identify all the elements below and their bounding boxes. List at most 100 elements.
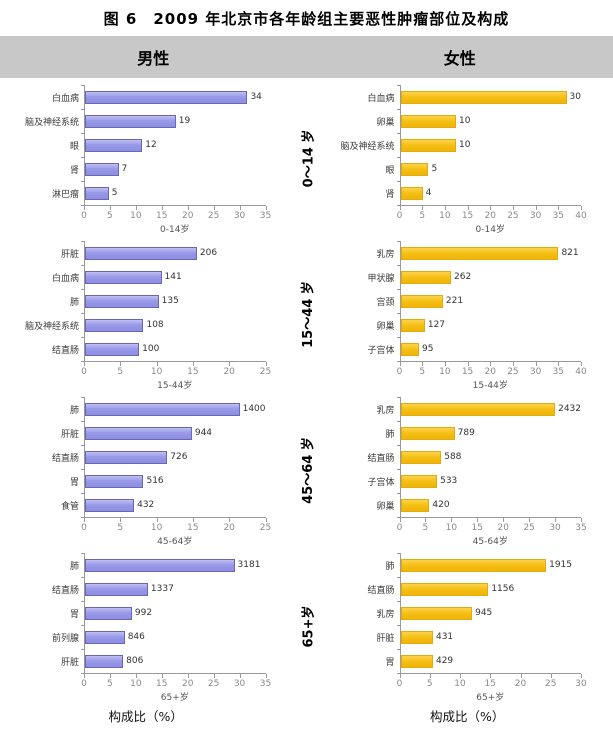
category-label: 肺	[385, 429, 395, 440]
bar	[85, 426, 192, 440]
bar-row: 10	[400, 109, 582, 133]
category-label: 肝脏	[60, 429, 79, 440]
bar-value-label: 95	[422, 344, 434, 354]
category-label: 脑及神经系统	[24, 117, 79, 128]
category-labels: 肺结直肠 乳房 肝脏胃	[322, 553, 400, 703]
x-axis-tick-label: 20	[484, 211, 496, 221]
x-axis: 0 5 10 15 20 25 30 65+岁	[396, 673, 587, 703]
y-axis-tick	[396, 397, 401, 398]
bar-value-label: 588	[444, 452, 462, 462]
x-axis-title: 65+岁	[160, 693, 189, 703]
bar	[85, 558, 235, 572]
x-axis-tick	[84, 674, 85, 678]
x-axis-tick-label: 20	[514, 679, 527, 689]
x-axis-tick	[422, 362, 424, 366]
bar	[400, 162, 429, 176]
bar-row: 846	[85, 625, 266, 649]
x-axis-tick-label: 20	[223, 367, 235, 377]
bar	[400, 474, 438, 488]
y-axis-tick	[396, 469, 401, 470]
category-label: 肺	[69, 297, 79, 308]
x-axis-tick-label: 35	[552, 211, 565, 221]
bar-value-label: 1400	[242, 404, 266, 414]
category-label: 结直肠	[367, 453, 395, 464]
x-axis-tick-label: 20	[181, 679, 194, 689]
category-label: 甲状腺	[367, 273, 395, 284]
bar-value-label: 846	[127, 632, 145, 642]
x-axis-tick-label: 5	[426, 679, 433, 689]
category-label: 乳房	[376, 405, 395, 416]
x-axis-tick-label: 10	[130, 679, 142, 689]
bar-value-label: 12	[145, 140, 157, 150]
x-axis-tick	[555, 518, 557, 522]
category-label: 淋巴瘤	[51, 189, 79, 200]
bar-value-label: 100	[142, 344, 160, 354]
y-axis-tick	[81, 553, 85, 554]
x-axis-tick-label: 0	[396, 679, 403, 689]
bar-value-label: 432	[137, 500, 155, 510]
bar	[85, 294, 159, 308]
x-axis-tick-label: 10	[150, 367, 163, 377]
y-axis-tick	[81, 649, 85, 650]
x-axis-tick-label: 10	[454, 679, 466, 689]
x-axis-tick-label: 0	[81, 211, 87, 221]
category-label: 肺	[69, 561, 79, 572]
bar	[400, 402, 556, 416]
y-axis-tick	[396, 181, 401, 182]
x-axis-tick-label: 30	[233, 211, 246, 221]
bar	[85, 474, 144, 488]
y-axis-tick	[396, 157, 401, 158]
y-axis-tick	[81, 313, 85, 314]
category-label: 脑及神经系统	[24, 321, 79, 332]
bar-row: 992	[85, 601, 266, 625]
x-axis-tick	[444, 206, 446, 210]
x-axis-tick	[581, 674, 582, 678]
figure-title: 图 6 2009 年北京市各年龄组主要恶性肿瘤部位及构成	[103, 10, 510, 28]
x-axis-tick-label: 15	[156, 679, 168, 689]
x-axis-tick-label: 30	[233, 679, 246, 689]
bar-row: 944	[85, 421, 266, 445]
bar-row: 30	[400, 85, 581, 109]
bar-value-label: 992	[134, 608, 153, 618]
y-axis-tick	[396, 265, 401, 266]
bar-value-label: 1915	[549, 560, 572, 570]
category-label: 子宫体	[367, 345, 395, 356]
y-axis-tick	[396, 133, 401, 134]
y-axis-tick	[81, 109, 85, 110]
x-axis-tick	[444, 362, 446, 366]
bar-value-label: 30	[569, 92, 581, 102]
x-axis-tick	[120, 362, 122, 366]
y-axis-tick	[81, 133, 85, 134]
x-axis-tick-label: 25	[207, 211, 220, 221]
x-axis-tick-label: 0	[81, 523, 87, 533]
x-axis-tick-label: 35	[259, 679, 272, 689]
bar-row: 431	[400, 625, 582, 649]
x-axis-tick	[265, 206, 267, 210]
bar-value-label: 789	[457, 428, 475, 438]
x-axis-tick-label: 0	[396, 211, 403, 221]
age-group-cell: 45～64 岁	[292, 392, 322, 548]
bar-row: 141	[85, 265, 266, 289]
x-axis: 0 5 10 15 20 25 30 35 40 0-14岁	[396, 205, 587, 235]
x-axis-tick	[84, 362, 85, 366]
age-group-label: 15～44 岁	[301, 280, 316, 348]
category-label: 前列腺	[51, 633, 79, 644]
x-axis-tick	[265, 674, 267, 678]
bar	[400, 114, 456, 128]
plot-area: 821 262 221 127 95 0 5 10 15 20 25 30 35 40 15-44岁	[396, 241, 608, 391]
x-axis-tick-label: 25	[207, 679, 220, 689]
bar	[400, 450, 442, 464]
x-axis-tick	[161, 674, 163, 678]
bar-row: 95	[400, 337, 582, 361]
x-axis-tick-label: 15	[461, 367, 474, 377]
chart-male-65plus: 肺结直肠胃前列腺 肝脏 3181 1337 992 846 806 0 5 10 15 20 25 30 3…	[6, 549, 292, 703]
chart-female-45-64: 乳房肺结直肠 子宫体 卵巢 2432 789 588 533 420 0 5 10 15 20 25 30 3…	[322, 393, 608, 547]
bar	[400, 138, 456, 152]
bar-value-label: 821	[561, 248, 579, 258]
category-labels: 白血病 卵巢 脑及神经系统眼肾	[322, 85, 400, 235]
x-axis-tick-label: 25	[523, 523, 535, 533]
male-x-axis-caption: 构成比（%）	[108, 709, 183, 724]
age-group-label: 45～64 岁	[301, 436, 316, 504]
bar-row: 945	[400, 601, 582, 625]
bar-row: 1400	[85, 397, 266, 421]
